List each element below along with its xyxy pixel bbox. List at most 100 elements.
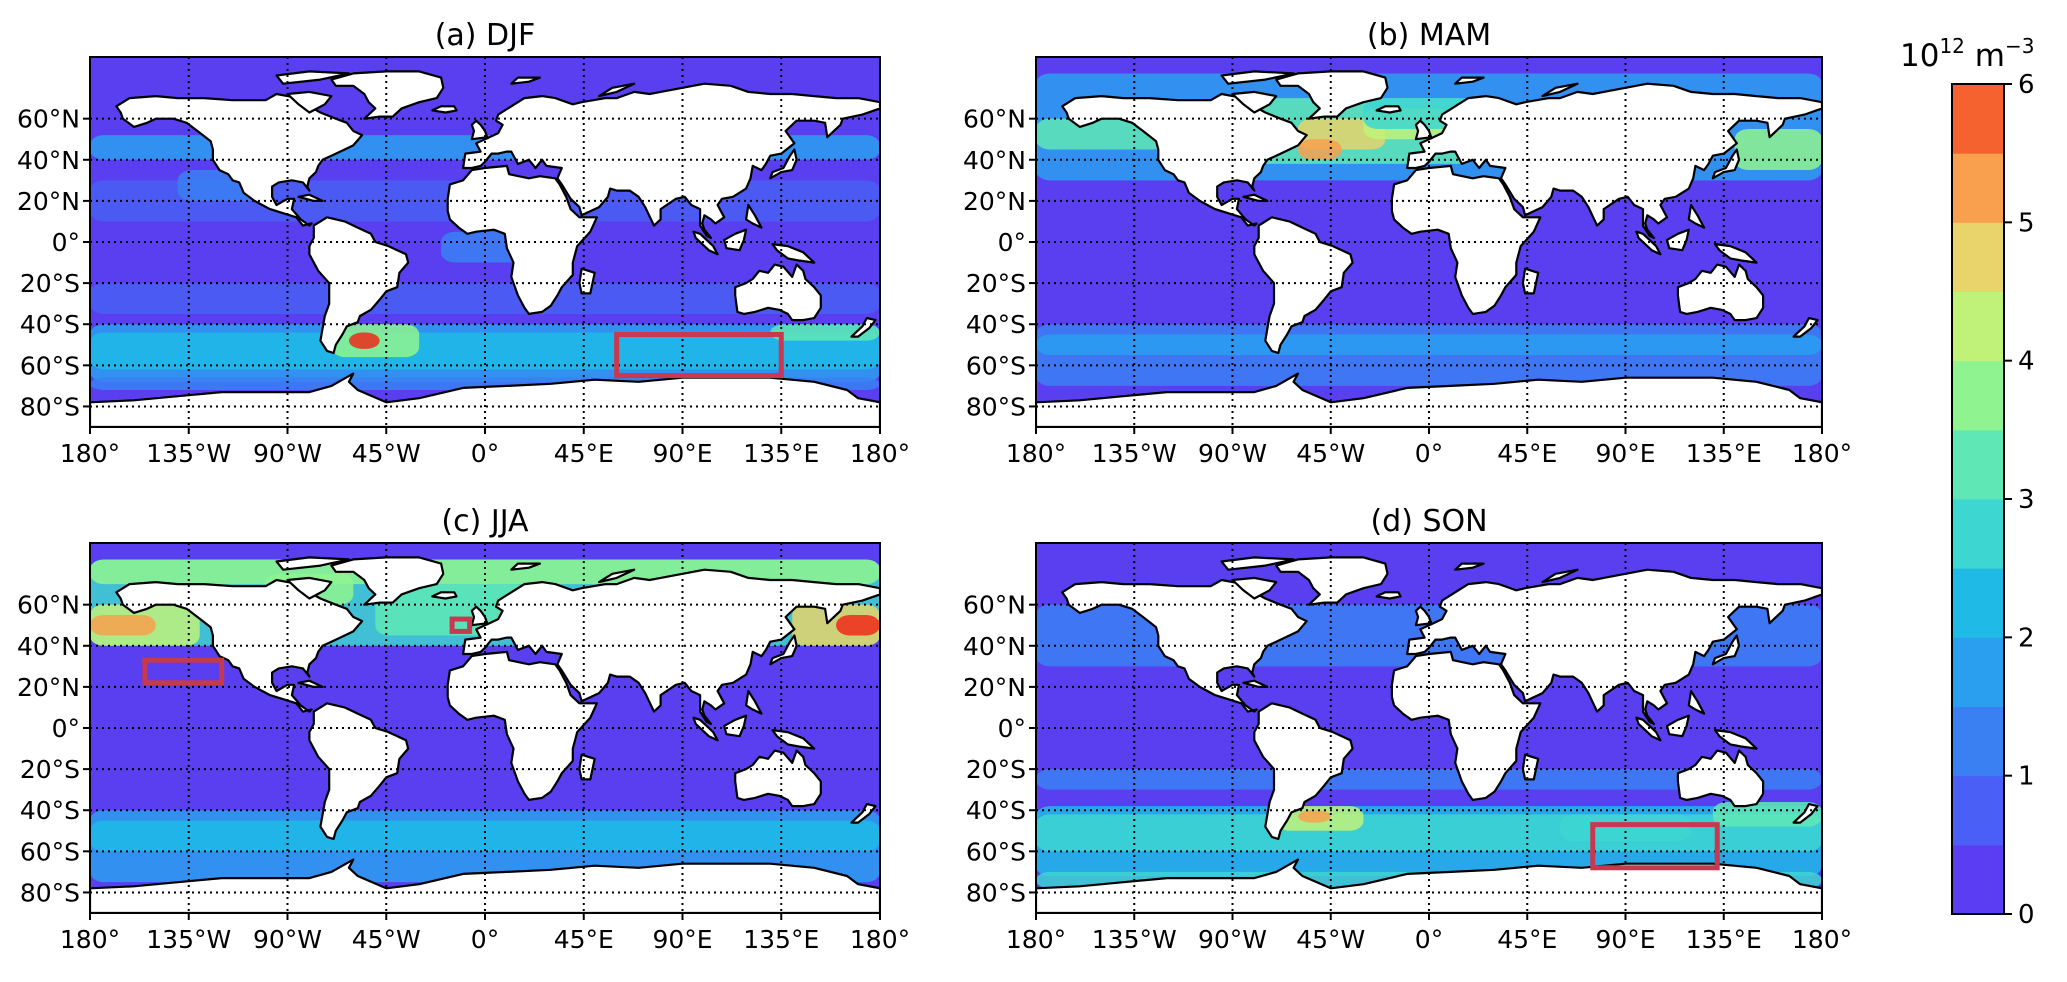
land-philippines — [744, 203, 763, 229]
land-australia — [1676, 263, 1765, 322]
colorbar-segment — [1952, 360, 2004, 431]
land-eurasia — [1406, 82, 1822, 239]
concentration-band — [1734, 128, 1822, 171]
lat-tick-label: 20°N — [17, 673, 80, 702]
land-japan — [1711, 148, 1741, 180]
land-southAmerica — [308, 702, 410, 841]
lon-tick-label: 135°W — [146, 439, 231, 468]
land-australia — [734, 263, 822, 322]
lon-tick-label: 135°E — [743, 439, 819, 468]
land-borneo — [723, 714, 748, 738]
land-newzealand — [1792, 317, 1819, 338]
land-ellesmere — [1220, 556, 1295, 571]
concentration-band — [1298, 139, 1342, 160]
lon-tick-label: 90°E — [652, 439, 712, 468]
colorbar-tick-label: 5 — [2018, 208, 2035, 238]
lat-tick-label: 80°S — [20, 392, 80, 421]
lon-tick-label: 0° — [471, 439, 499, 468]
lat-tick-label: 60°S — [966, 351, 1026, 380]
land-iceland — [431, 105, 458, 114]
land-newzealand — [1792, 802, 1819, 824]
land-newguinea — [1713, 243, 1758, 264]
land-iceland — [1375, 591, 1402, 600]
lon-tick-label: 135°E — [743, 925, 819, 954]
lat-tick-label: 0° — [52, 228, 80, 257]
land-cuba — [1242, 679, 1269, 689]
lat-tick-label: 40°S — [966, 310, 1026, 339]
map-panel-djf: (a) DJF 60°N 40°N 20°N 0° 20°S 40°S 60°S 80°S 180… — [17, 18, 910, 468]
land-svalbard — [510, 562, 542, 571]
land-japan — [769, 148, 798, 180]
map-panel-jja: (c) JJA 60°N 40°N 20°N 0° 20°S 40°S 60°S 80°S 180… — [17, 504, 910, 954]
land-svalbard — [510, 76, 542, 85]
colorbar-segment — [1952, 637, 2004, 707]
panel-title: (b) MAM — [1367, 18, 1491, 53]
land-philippines — [744, 689, 763, 715]
land-britain — [470, 119, 489, 141]
lon-tick-label: 180° — [1006, 925, 1066, 954]
land-sumatra — [692, 230, 719, 256]
land-ellesmere — [275, 556, 350, 571]
colorbar-tick-label: 0 — [2018, 900, 2035, 930]
land-ellesmere — [1220, 70, 1295, 85]
lon-tick-label: 45°W — [352, 439, 421, 468]
land-eurasia — [1406, 568, 1822, 726]
lat-tick-label: 20°N — [963, 673, 1026, 702]
colorbar-segment — [1952, 153, 2004, 223]
lat-tick-label: 60°N — [963, 105, 1026, 134]
colorbar-segment — [1952, 775, 2004, 846]
lat-tick-label: 40°N — [17, 632, 80, 661]
concentration-band — [836, 614, 880, 636]
lat-tick-label: 40°S — [20, 310, 80, 339]
land-eurasia — [462, 82, 880, 239]
lat-tick-label: 80°S — [20, 878, 80, 907]
colorbar-tick-label: 2 — [2018, 623, 2035, 653]
study-region-box — [449, 616, 473, 634]
lat-tick-label: 20°S — [966, 755, 1026, 784]
lon-tick-label: 180° — [1792, 925, 1852, 954]
land-philippines — [1687, 689, 1706, 715]
lon-tick-label: 180° — [1006, 439, 1066, 468]
lon-tick-label: 180° — [850, 925, 910, 954]
lat-tick-label: 40°N — [17, 146, 80, 175]
concentration-band — [90, 614, 156, 636]
lon-tick-label: 45°E — [1497, 925, 1557, 954]
colorbar-unit-label: 1012 m−3 — [1900, 34, 2034, 74]
lon-tick-label: 45°W — [352, 925, 421, 954]
lat-tick-label: 40°S — [966, 796, 1026, 825]
colorbar-segment — [1952, 844, 2004, 915]
land-britain — [1414, 119, 1433, 141]
land-greenland — [1275, 556, 1389, 606]
land-greenland — [330, 70, 445, 120]
land-newguinea — [771, 243, 816, 264]
lon-tick-label: 180° — [850, 439, 910, 468]
lon-tick-label: 0° — [1415, 925, 1443, 954]
land-svalbard — [1454, 562, 1485, 571]
lon-tick-label: 135°W — [146, 925, 231, 954]
colorbar-segment — [1952, 429, 2004, 500]
colorbar-segment — [1952, 706, 2004, 777]
concentration-band — [348, 332, 380, 349]
land-australia — [734, 749, 822, 808]
land-cuba — [1242, 193, 1269, 202]
colorbar-segment — [1952, 499, 2004, 569]
land-greenland — [1275, 70, 1389, 120]
lon-tick-label: 0° — [471, 925, 499, 954]
lon-tick-label: 180° — [1792, 439, 1852, 468]
land-novayazemlya — [1541, 568, 1579, 584]
lat-tick-label: 0° — [52, 714, 80, 743]
panel-title: (a) DJF — [435, 18, 536, 53]
lon-tick-label: 90°W — [1198, 925, 1267, 954]
lon-tick-label: 90°E — [652, 925, 712, 954]
lat-tick-label: 20°N — [963, 187, 1026, 216]
land-cuba — [297, 679, 324, 689]
lon-tick-label: 90°W — [253, 925, 322, 954]
land-novayazemlya — [597, 568, 636, 584]
land-newzealand — [850, 317, 877, 338]
lon-tick-label: 135°E — [1686, 439, 1762, 468]
colorbar-segment — [1952, 222, 2004, 292]
lon-tick-label: 45°E — [554, 925, 614, 954]
lat-tick-label: 80°S — [966, 878, 1026, 907]
lon-tick-label: 90°W — [253, 439, 322, 468]
land-borneo — [1665, 714, 1690, 738]
